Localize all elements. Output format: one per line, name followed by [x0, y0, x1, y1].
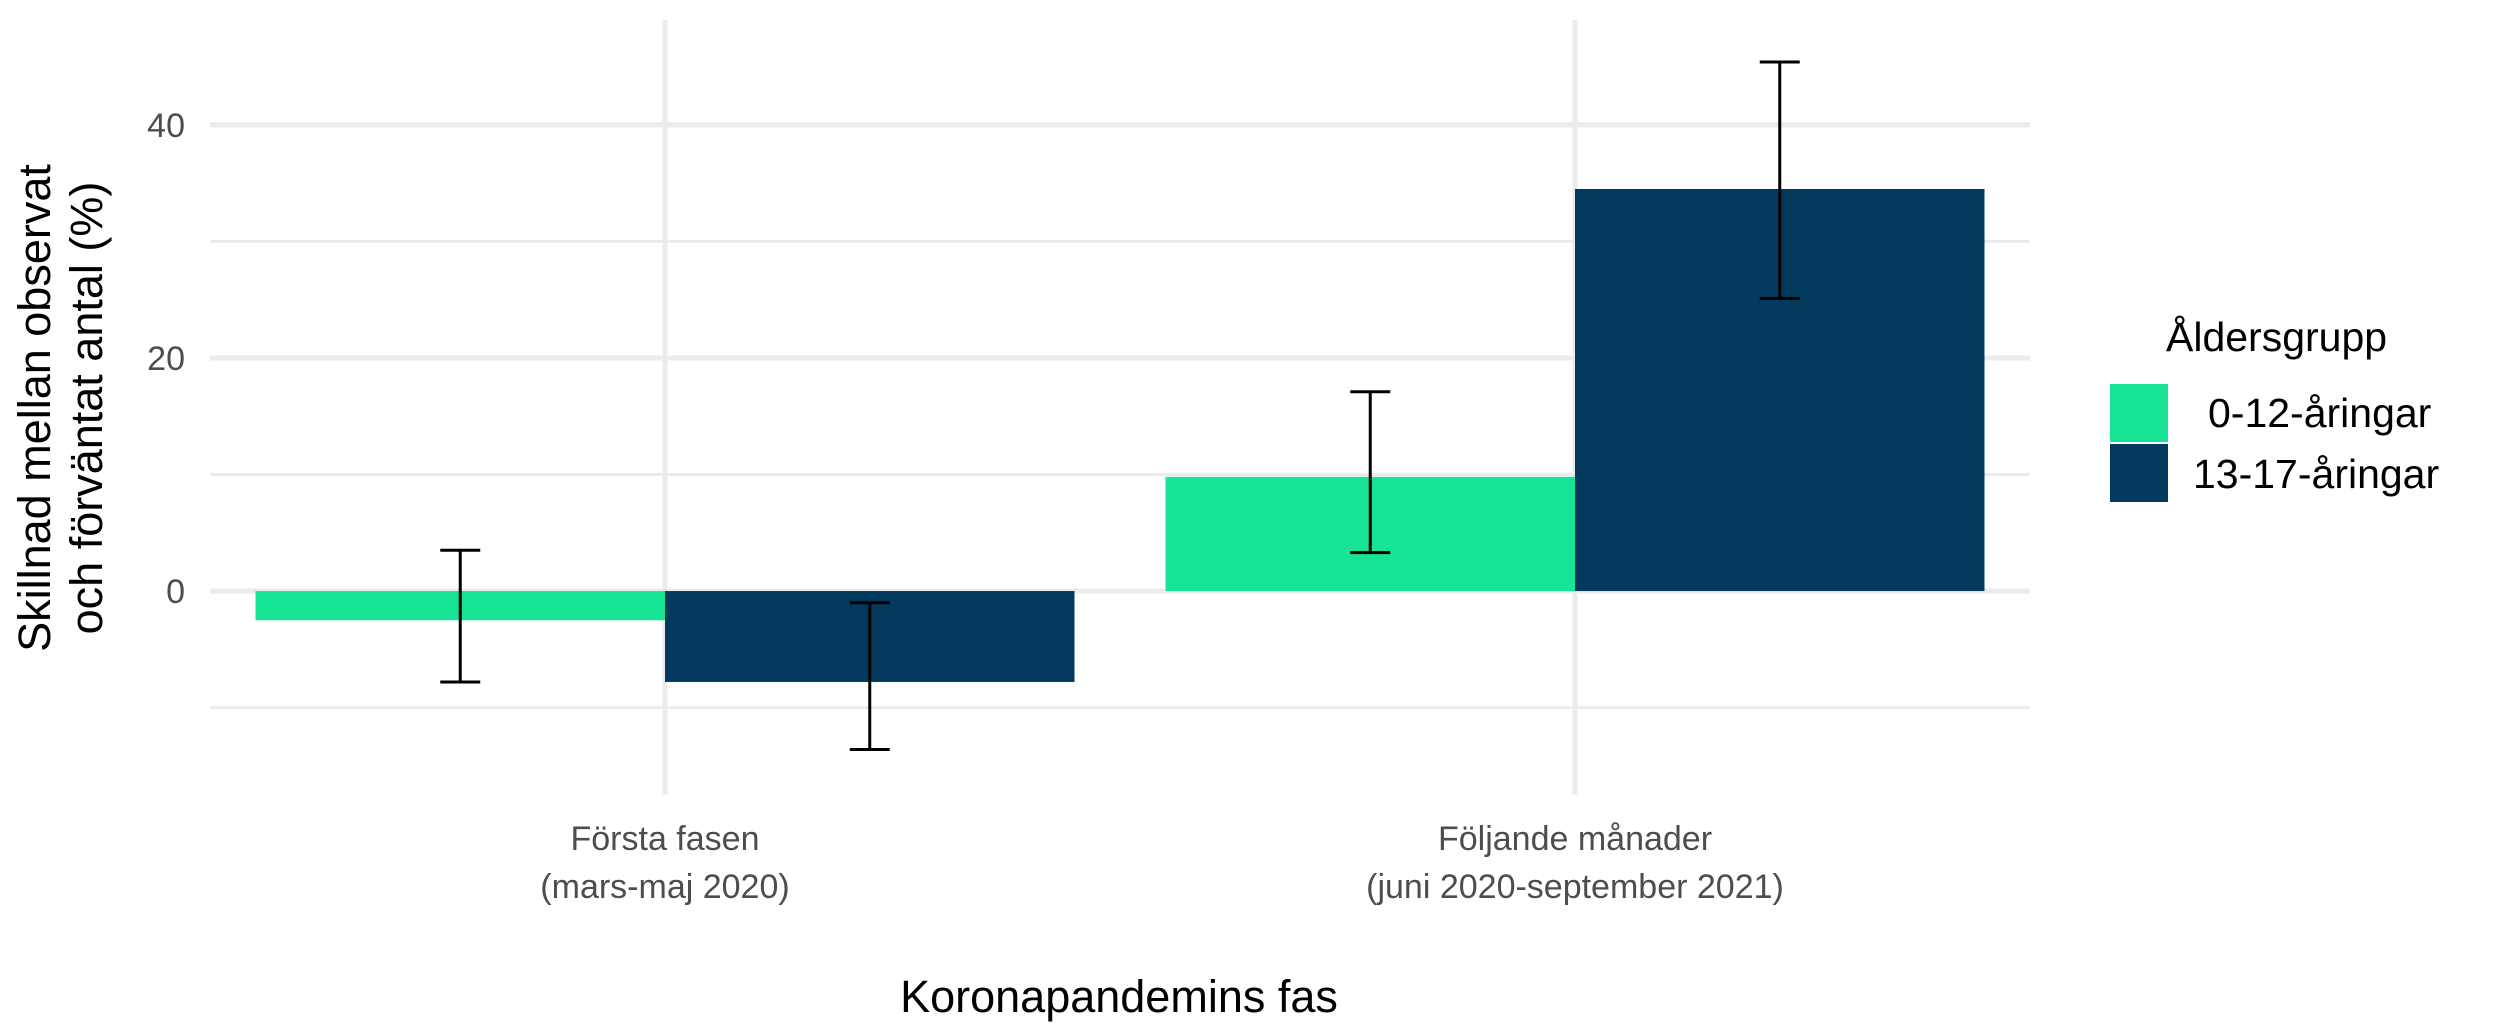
y-tick-label: 20 [147, 340, 185, 378]
legend-label-13-17: 13-17-åringar [2193, 451, 2439, 497]
x-axis-title: Koronapandemins fas [900, 971, 1338, 1022]
x-tick-label: (juni 2020-september 2021) [1366, 868, 1784, 906]
bars [255, 188, 1985, 682]
y-tick-label: 0 [166, 573, 185, 611]
y-tick-label: 40 [147, 107, 185, 145]
y-axis-ticks: 0 20 40 [147, 107, 185, 611]
y-axis-title-line-2: och förväntat antal (%) [61, 182, 112, 635]
x-tick-label: Första fasen [571, 820, 760, 858]
x-axis-ticks: Första fasen (mars-maj 2020) Följande måna… [540, 820, 1784, 906]
legend: Åldersgrupp 0-12-åringar 13-17-åringar [2110, 314, 2439, 502]
legend-key-13-17 [2110, 444, 2168, 502]
legend-key-0-12 [2110, 384, 2168, 442]
legend-label-0-12: 0-12-åringar [2208, 390, 2431, 436]
legend-title: Åldersgrupp [2166, 314, 2387, 360]
x-tick-label: Följande månader [1438, 820, 1712, 858]
y-axis-title: Skillnad mellan observat och förväntat a… [9, 164, 112, 652]
y-axis-title-line-1: Skillnad mellan observat [9, 164, 60, 652]
error-bars [440, 60, 1800, 752]
x-tick-label: (mars-maj 2020) [540, 868, 789, 906]
